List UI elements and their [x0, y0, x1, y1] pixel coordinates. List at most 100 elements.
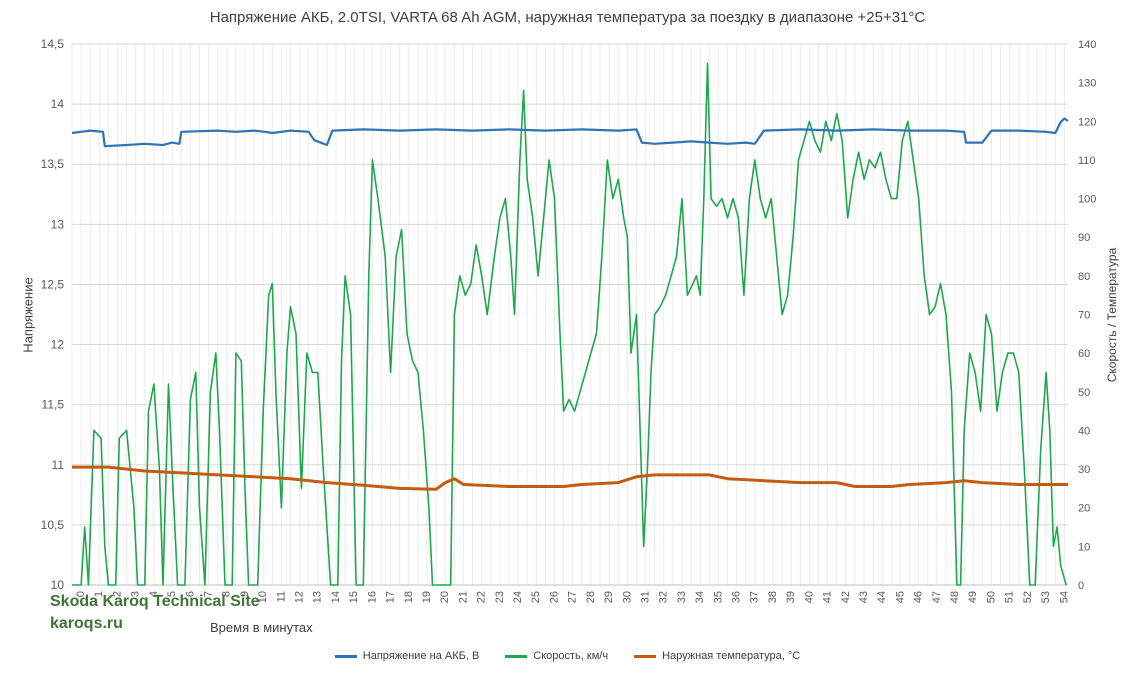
x-tick-label: 47 [931, 591, 943, 603]
x-tick-label: 32 [658, 591, 670, 603]
y-left-tick-label: 12,5 [41, 277, 65, 291]
x-tick-label: 35 [712, 591, 724, 603]
y-right-tick-label: 10 [1078, 541, 1090, 553]
x-tick-label: 16 [366, 591, 378, 603]
x-tick-label: 40 [803, 591, 815, 603]
x-tick-label: 17 [385, 591, 397, 603]
x-tick-label: 7 [202, 591, 214, 597]
temperature-series-line [72, 465, 1068, 491]
x-tick-label: 36 [731, 591, 743, 603]
x-tick-label: 33 [676, 591, 688, 603]
x-tick-label: 10 [257, 591, 269, 603]
y-right-tick-label: 110 [1078, 155, 1096, 167]
x-tick-label: 46 [913, 591, 925, 603]
x-tick-label: 48 [949, 591, 961, 603]
brand-site-name: Skoda Karoq Technical Site [50, 593, 260, 610]
x-tick-label: 39 [785, 591, 797, 603]
x-tick-label: 41 [822, 591, 834, 603]
x-tick-label: 27 [567, 591, 579, 603]
x-tick-label: 13 [312, 591, 324, 603]
y-right-tick-label: 40 [1078, 425, 1090, 437]
x-tick-label: 37 [749, 591, 761, 603]
y-right-tick-label: 140 [1078, 39, 1096, 51]
x-tick-label: 26 [548, 591, 560, 603]
y-left-tick-label: 14,5 [41, 37, 65, 51]
legend-label-temperature: Наружная температура, °C [662, 650, 801, 662]
brand-site-url: karoqs.ru [50, 615, 123, 632]
x-tick-label: 25 [530, 591, 542, 603]
voltage-series-line [71, 117, 1069, 148]
chart-title: Напряжение АКБ, 2.0TSI, VARTA 68 Ah AGM,… [209, 9, 926, 26]
x-tick-label: 6 [184, 591, 196, 597]
y-axis-left-label: Напряжение [20, 277, 36, 353]
y-right-tick-label: 130 [1078, 78, 1096, 90]
x-tick-label: 22 [476, 591, 488, 603]
x-tick-label: 34 [694, 591, 706, 603]
y-left-tick-label: 14 [51, 97, 65, 111]
x-tick-label: 43 [858, 591, 870, 603]
speed-series-line [72, 62, 1067, 586]
x-axis-label: Время в минутах [210, 620, 313, 635]
y-right-tick-label: 120 [1078, 116, 1096, 128]
x-tick-label: 8 [221, 591, 233, 597]
x-tick-label: 30 [621, 591, 633, 603]
x-tick-label: 28 [585, 591, 597, 603]
y-right-tick-label: 60 [1078, 348, 1090, 360]
y-right-tick-label: 0 [1078, 580, 1084, 592]
x-tick-label: 14 [330, 591, 342, 603]
legend-label-speed: Скорость, км/ч [533, 650, 609, 662]
y-right-tick-label: 80 [1078, 271, 1090, 283]
x-tick-label: 1 [93, 591, 105, 597]
y-right-tick-label: 100 [1078, 194, 1096, 206]
legend-swatch-voltage [334, 654, 357, 658]
y-right-tick-label: 20 [1078, 503, 1090, 515]
chart-legend: Напряжение на АКБ, В Скорость, км/ч Нару… [0, 650, 1135, 662]
legend-swatch-temperature [634, 654, 657, 658]
x-tick-label: 15 [348, 591, 360, 603]
x-tick-label: 52 [1022, 591, 1034, 603]
x-tick-label: 11 [275, 591, 287, 602]
x-tick-label: 18 [403, 591, 415, 603]
legend-item-voltage: Напряжение на АКБ, В [334, 650, 480, 662]
y-left-tick-label: 10 [51, 578, 65, 592]
y-axis-right-label: Скорость / Температура [1105, 247, 1119, 383]
x-tick-label: 49 [967, 591, 979, 603]
legend-swatch-speed [505, 654, 528, 658]
x-tick-label: 12 [294, 591, 306, 603]
y-right-tick-label: 30 [1078, 464, 1090, 476]
x-tick-label: 38 [767, 591, 779, 603]
x-tick-label: 51 [1004, 591, 1016, 603]
y-right-tick-label: 50 [1078, 387, 1090, 399]
legend-item-temperature: Наружная температура, °C [634, 650, 800, 662]
x-tick-label: 31 [639, 591, 651, 603]
x-tick-label: 24 [512, 591, 524, 603]
legend-label-voltage: Напряжение на АКБ, В [362, 650, 480, 662]
x-tick-label: 21 [457, 591, 469, 603]
y-right-tick-label: 70 [1078, 310, 1090, 322]
y-left-tick-label: 13,5 [41, 157, 65, 171]
x-tick-label: 20 [439, 591, 451, 603]
x-tick-label: 54 [1058, 591, 1070, 603]
x-tick-label: 53 [1040, 591, 1052, 603]
x-tick-label: 23 [494, 591, 506, 603]
x-tick-label: 50 [985, 591, 997, 603]
legend-item-speed: Скорость, км/ч [505, 650, 608, 662]
x-tick-label: 4 [148, 591, 160, 597]
y-left-tick-label: 11 [52, 458, 65, 472]
x-tick-label: 45 [894, 591, 906, 603]
y-left-tick-label: 10,5 [41, 518, 65, 532]
y-right-tick-label: 90 [1078, 232, 1090, 244]
x-tick-label: 42 [840, 591, 852, 603]
x-tick-label: 9 [239, 591, 251, 597]
x-tick-label: 44 [876, 591, 888, 603]
x-tick-label: 0 [75, 591, 87, 597]
y-left-tick-label: 13 [51, 217, 65, 231]
x-tick-label: 5 [166, 591, 178, 597]
y-left-tick-label: 11,5 [42, 398, 65, 412]
x-tick-label: 19 [421, 591, 433, 603]
y-left-tick-label: 12 [51, 338, 65, 352]
x-tick-label: 3 [130, 591, 142, 597]
x-tick-label: 2 [111, 591, 123, 597]
x-tick-label: 29 [603, 591, 615, 603]
